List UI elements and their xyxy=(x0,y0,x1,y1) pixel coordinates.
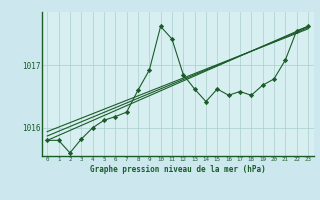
X-axis label: Graphe pression niveau de la mer (hPa): Graphe pression niveau de la mer (hPa) xyxy=(90,165,266,174)
